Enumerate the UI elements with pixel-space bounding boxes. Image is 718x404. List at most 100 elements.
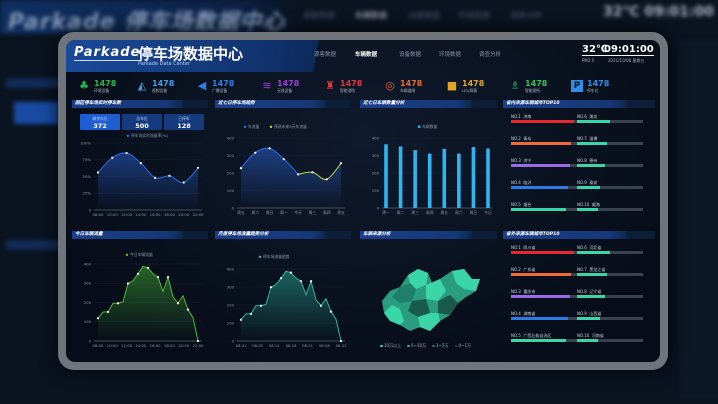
bar[interactable]	[413, 150, 417, 208]
device-item[interactable]: ≋ 1478 无线设备	[261, 76, 299, 96]
ranking-item[interactable]: NO.10 威海	[577, 202, 643, 211]
data-point[interactable]	[116, 302, 120, 305]
data-point[interactable]	[196, 339, 200, 343]
data-point[interactable]	[139, 162, 142, 165]
data-point[interactable]	[96, 317, 100, 320]
map-region[interactable]	[426, 279, 446, 301]
bar[interactable]	[384, 144, 388, 208]
data-point[interactable]	[136, 272, 140, 275]
data-point[interactable]	[279, 277, 283, 280]
ranking-item[interactable]: NO.7 淄博	[577, 136, 643, 145]
data-point[interactable]	[319, 304, 323, 307]
data-point[interactable]	[166, 275, 170, 279]
bar[interactable]	[457, 153, 461, 208]
ranking-item[interactable]: NO.10 河南省	[577, 333, 643, 342]
map-region[interactable]	[384, 305, 404, 325]
map-region[interactable]	[408, 299, 430, 317]
ranking-item[interactable]: NO.6 潍坊	[577, 114, 643, 123]
ranking-item[interactable]: NO.2 青岛	[511, 136, 577, 145]
ranking-item[interactable]: NO.2 广东省	[511, 267, 577, 276]
nav-tab-vehicle[interactable]: 车辆数据	[355, 52, 378, 58]
data-point[interactable]	[186, 308, 190, 311]
data-point[interactable]	[239, 167, 243, 170]
ranking-item[interactable]: NO.3 济宁	[511, 158, 577, 167]
legend-item: 0~1万	[454, 343, 471, 349]
ranking-item[interactable]: NO.4 湖南省	[511, 311, 577, 320]
data-point[interactable]	[269, 286, 273, 289]
ranking-item[interactable]: NO.5 广西壮族自治区	[511, 333, 577, 342]
bar[interactable]	[442, 148, 447, 208]
device-item[interactable]: ♜ 1478 智能消防	[324, 76, 362, 96]
data-point[interactable]	[268, 147, 271, 150]
map-region[interactable]	[392, 283, 416, 303]
nav-tab-visitor[interactable]: 源客数据	[314, 52, 337, 58]
data-point[interactable]	[196, 166, 200, 169]
device-item[interactable]: ♣ 1478 环境设备	[78, 76, 116, 96]
device-count: 1478	[587, 78, 610, 88]
map-legend: 10万以上 5~10万 1~5万 0~1万	[380, 343, 471, 349]
data-point[interactable]	[106, 310, 110, 314]
bar[interactable]	[486, 148, 490, 209]
data-point[interactable]	[329, 310, 333, 313]
map-region[interactable]	[418, 313, 440, 331]
legend-label: 预测未来3天车流量	[274, 124, 307, 129]
data-point[interactable]	[154, 176, 157, 179]
map-region[interactable]	[438, 295, 458, 315]
camera-icon: ◭	[137, 79, 147, 92]
data-point[interactable]	[311, 171, 314, 174]
nav-tab-survey[interactable]: 调查分析	[479, 52, 502, 58]
data-point[interactable]	[282, 158, 285, 161]
data-point[interactable]	[249, 312, 253, 315]
data-point[interactable]	[339, 339, 343, 343]
rank-name: 济宁	[523, 158, 532, 163]
map-region[interactable]	[408, 269, 428, 289]
data-point[interactable]	[96, 171, 100, 174]
ranking-item[interactable]: NO.1 济南	[511, 114, 577, 123]
data-point[interactable]	[176, 302, 180, 305]
ranking-item[interactable]: NO.1 四川省	[511, 245, 577, 254]
map-region[interactable]	[452, 269, 480, 291]
data-point[interactable]	[125, 151, 128, 155]
data-point[interactable]	[156, 275, 160, 279]
bar[interactable]	[398, 146, 403, 208]
data-point[interactable]	[325, 178, 328, 181]
progress-track	[511, 186, 577, 189]
data-point[interactable]	[309, 280, 313, 283]
ranking-item[interactable]: NO.9 山西省	[577, 311, 643, 320]
ranking-item[interactable]: NO.9 泰安	[577, 180, 643, 189]
data-point[interactable]	[259, 304, 263, 307]
data-point[interactable]	[168, 174, 171, 177]
device-item[interactable]: P 1478 停车位	[571, 76, 609, 96]
data-point[interactable]	[146, 266, 150, 269]
nav-tab-device[interactable]: 设备数据	[399, 52, 422, 58]
data-point[interactable]	[297, 173, 300, 176]
device-item[interactable]: ◎ 1478 车辆道闸	[384, 76, 422, 96]
ranking-item[interactable]: NO.8 辽宁省	[577, 289, 643, 298]
bar[interactable]	[427, 153, 432, 208]
device-item[interactable]: ◀ 1478 广播设备	[196, 76, 235, 96]
data-point[interactable]	[111, 156, 114, 159]
device-item[interactable]: ♗ 1478 智能厕所	[509, 76, 547, 96]
data-point[interactable]	[254, 151, 257, 154]
ranking-item[interactable]: NO.6 河北省	[577, 245, 643, 254]
data-point[interactable]	[339, 162, 343, 165]
ranking-item[interactable]: NO.5 烟台	[511, 202, 577, 211]
data-point[interactable]	[126, 282, 130, 285]
x-tick-label: 08.11	[269, 343, 280, 348]
data-point[interactable]	[289, 271, 293, 274]
ranking-item[interactable]: NO.4 临沂	[511, 180, 577, 189]
legend-label: 5~10万	[411, 343, 427, 348]
ranking-item[interactable]: NO.8 德州	[577, 158, 643, 167]
ranking-item[interactable]: NO.7 黑龙江省	[577, 267, 643, 276]
rank-name: 潍坊	[589, 114, 598, 119]
data-point[interactable]	[182, 181, 185, 184]
pm-label: PM2.5	[582, 58, 595, 63]
bar[interactable]	[471, 147, 476, 208]
ranking-item[interactable]: NO.3 重庆市	[511, 289, 577, 298]
bg-header-band	[0, 0, 300, 34]
device-item[interactable]: ■ 1478 LED屏幕	[446, 76, 484, 96]
data-point[interactable]	[239, 318, 243, 321]
data-point[interactable]	[299, 280, 303, 283]
nav-tab-environment[interactable]: 环境数据	[439, 52, 462, 58]
device-item[interactable]: ◭ 1478 视频设备	[136, 76, 175, 96]
